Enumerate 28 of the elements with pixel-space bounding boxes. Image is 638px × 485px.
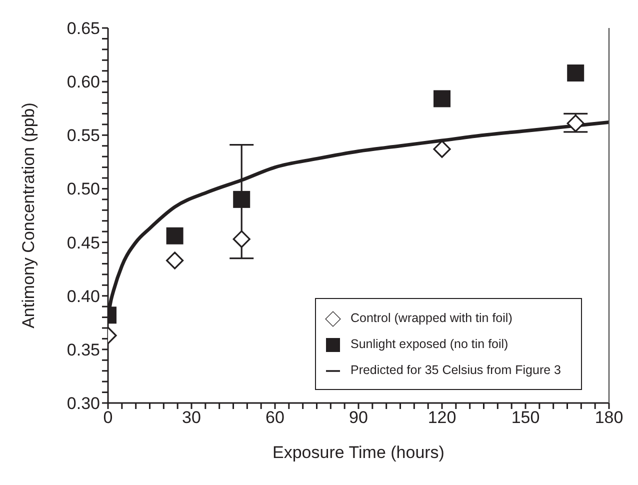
- point: [166, 252, 184, 270]
- y-tick-label: 0.60: [66, 72, 100, 92]
- y-tick-label: 0.40: [66, 286, 100, 306]
- legend-label: Control (wrapped with tin foil): [350, 311, 512, 325]
- x-tick-label: 180: [594, 408, 624, 428]
- point: [232, 230, 250, 248]
- y-tick-label: 0.50: [66, 180, 100, 199]
- x-axis-title: Exposure Time (hours): [272, 443, 444, 462]
- legend-label: Sunlight exposed (no tin foil): [350, 337, 508, 351]
- point: [567, 64, 584, 82]
- point: [166, 227, 184, 244]
- point: [233, 190, 250, 208]
- point: [566, 114, 584, 132]
- x-tick-label: 150: [511, 408, 540, 428]
- y-tick-label: 0.30: [66, 394, 100, 414]
- x-tick-label: 60: [266, 408, 284, 428]
- x-tick-label: 120: [428, 408, 456, 428]
- y-tick-label: 0.55: [66, 126, 100, 146]
- y-tick-label: 0.65: [66, 19, 100, 38]
- legend-label: Predicted for 35 Celsius from Figure 3: [350, 363, 561, 377]
- y-tick-label: 0.35: [66, 340, 100, 360]
- y-axis-title: Antimony Concentration (ppb): [19, 102, 38, 328]
- x-tick-label: 90: [349, 408, 368, 428]
- x-tick-label: 30: [182, 408, 201, 428]
- point: [433, 140, 451, 158]
- x-tick-label: 0: [103, 408, 113, 428]
- point: [434, 90, 450, 108]
- y-tick-label: 0.45: [66, 233, 100, 252]
